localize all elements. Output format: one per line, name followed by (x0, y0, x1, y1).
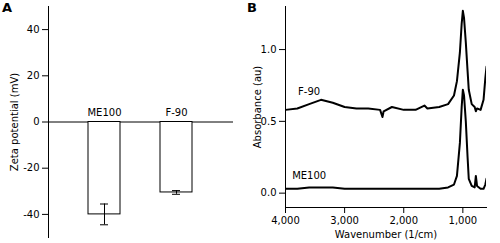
svg-text:Wavenumber (1/cm): Wavenumber (1/cm) (335, 229, 438, 240)
svg-text:1,000: 1,000 (449, 215, 478, 226)
svg-text:1.0: 1.0 (261, 44, 277, 55)
svg-text:40: 40 (27, 24, 40, 35)
svg-text:ME100: ME100 (292, 170, 326, 181)
svg-text:4,000: 4,000 (271, 215, 300, 226)
svg-text:3,000: 3,000 (330, 215, 359, 226)
svg-text:F-90: F-90 (298, 86, 320, 97)
svg-text:2,000: 2,000 (389, 215, 418, 226)
html-text:B: B (247, 0, 257, 15)
svg-text:0.0: 0.0 (261, 187, 277, 198)
svg-text:0: 0 (33, 116, 39, 127)
svg-text:Zeta potential (mV): Zeta potential (mV) (9, 73, 20, 171)
svg-text:0.5: 0.5 (261, 116, 277, 127)
svg-text:-20: -20 (23, 162, 39, 173)
svg-text:Absorbance (au): Absorbance (au) (252, 66, 263, 149)
svg-text:ME100: ME100 (87, 107, 121, 118)
svg-text:F-90: F-90 (165, 107, 187, 118)
svg-text:-40: -40 (23, 209, 39, 220)
html-text:A: A (2, 0, 13, 15)
svg-text:20: 20 (27, 70, 40, 81)
